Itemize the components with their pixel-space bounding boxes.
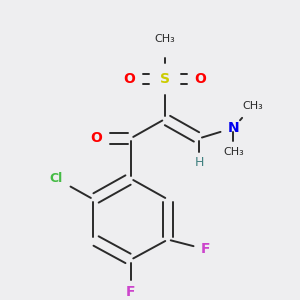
Text: F: F [126,285,135,299]
Text: Cl: Cl [50,172,63,185]
Text: O: O [195,72,206,86]
Text: N: N [227,121,239,135]
Text: F: F [200,242,210,256]
Text: CH₃: CH₃ [242,101,263,111]
Text: O: O [91,131,102,146]
Text: S: S [160,72,170,86]
Text: O: O [123,72,135,86]
Text: H: H [194,156,204,169]
Text: CH₃: CH₃ [154,34,175,44]
Text: CH₃: CH₃ [223,147,244,157]
